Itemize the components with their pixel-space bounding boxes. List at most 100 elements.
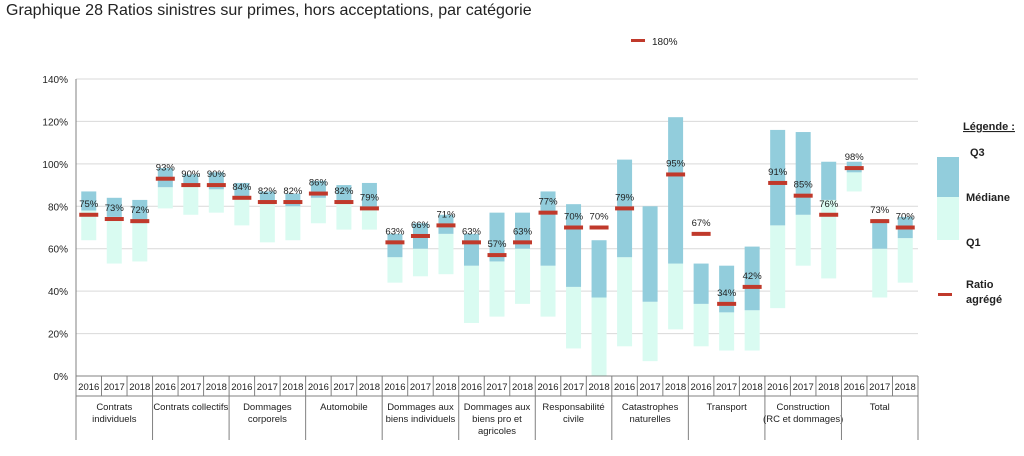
q1-band	[361, 208, 377, 230]
q3-band	[566, 204, 582, 287]
q3-band	[540, 191, 556, 266]
y-tick-label: 140%	[42, 75, 68, 86]
x-year-label: 2018	[435, 382, 456, 393]
q3-band	[719, 265, 735, 313]
y-tick-label: 60%	[48, 245, 68, 256]
q3-band	[336, 185, 352, 203]
q1-band	[183, 185, 199, 215]
q1-band	[81, 210, 97, 241]
x-year-label: 2017	[104, 382, 125, 393]
ratio-marker	[513, 240, 533, 245]
ratio-data-label: 95%	[666, 158, 686, 169]
x-category-label: agricoles	[478, 426, 516, 437]
ratio-marker	[666, 172, 686, 177]
x-category-label: Transport	[706, 402, 747, 413]
x-category-label: Contrats	[96, 402, 132, 413]
ratio-data-label: 90%	[207, 169, 227, 180]
ratio-data-label: 93%	[156, 163, 176, 174]
ratio-data-label: 57%	[487, 239, 507, 250]
x-category-label: (RC et dommages)	[763, 414, 843, 425]
ratio-marker	[564, 225, 584, 230]
q3-band	[591, 240, 607, 298]
q1-band	[463, 265, 479, 323]
q3-band	[132, 199, 148, 224]
ratio-marker	[155, 176, 175, 181]
q3-band	[693, 263, 709, 304]
legend-q1-label: Q1	[966, 237, 981, 249]
x-year-label: 2016	[614, 382, 635, 393]
x-year-label: 2018	[895, 382, 916, 393]
q3-band	[361, 182, 377, 209]
q1-band	[387, 257, 403, 283]
x-year-label: 2017	[257, 382, 278, 393]
ratio-marker	[283, 200, 303, 205]
x-year-label: 2018	[742, 382, 763, 393]
outlier-label: 180%	[652, 37, 678, 48]
ratio-data-label: 63%	[462, 226, 482, 237]
legend-ratio-label: Ratio	[966, 279, 994, 291]
q1-band	[285, 206, 301, 241]
ratio-marker	[385, 240, 405, 245]
ratio-data-label: 98%	[845, 152, 865, 163]
x-year-label: 2018	[206, 382, 227, 393]
x-year-label: 2017	[793, 382, 814, 393]
q1-band	[821, 199, 837, 279]
x-category-label: Automobile	[320, 402, 368, 413]
x-year-label: 2016	[231, 382, 252, 393]
q1-band	[489, 261, 505, 317]
q3-band	[183, 174, 199, 186]
ratio-data-label: 82%	[334, 186, 354, 197]
ratio-marker	[334, 200, 354, 205]
q3-band	[744, 246, 760, 311]
x-year-label: 2016	[384, 382, 405, 393]
ratio-data-label: 70%	[590, 212, 610, 223]
q3-band	[795, 132, 811, 215]
q1-band	[106, 216, 122, 264]
ratio-marker	[410, 233, 430, 238]
y-tick-label: 0%	[54, 372, 69, 383]
ratio-marker	[717, 301, 737, 306]
x-category-label: biens individuels	[386, 414, 456, 425]
x-category-label: biens pro et	[472, 414, 522, 425]
q1-band	[438, 233, 454, 275]
q1-band	[642, 301, 658, 362]
ratio-markers: 75% 73% 72% 93% 90% 90% 84% 82% 82% 86% 82% 79% 63% 6…	[79, 152, 915, 306]
q1-band	[157, 187, 173, 209]
ratio-data-label: 42%	[743, 271, 763, 282]
ratio-data-label: 67%	[692, 218, 712, 229]
x-category-label: Catastrophes	[622, 402, 679, 413]
ratio-data-label: 77%	[539, 197, 559, 208]
outlier-note: 180%	[631, 37, 678, 48]
q3-band	[463, 233, 479, 266]
x-year-label: 2018	[588, 382, 609, 393]
ratio-data-label: 91%	[768, 167, 788, 178]
x-category-label: Contrats collectifs	[153, 402, 228, 413]
ratio-marker	[79, 212, 99, 217]
outlier-marker	[631, 39, 645, 42]
q1-band	[617, 257, 633, 347]
q3-band	[642, 206, 658, 302]
ratio-data-label: 73%	[105, 203, 125, 214]
q3-band	[387, 233, 403, 258]
q1-band	[336, 202, 352, 230]
x-year-label: 2016	[155, 382, 176, 393]
x-year-label: 2018	[282, 382, 303, 393]
q1-band	[515, 248, 531, 304]
y-axis-ticks: 0% 20% 40% 60% 80% 100% 120% 140%	[42, 75, 68, 383]
ratio-data-label: 34%	[717, 288, 737, 299]
x-category-label: Responsabilité	[542, 402, 604, 413]
chart-title: Graphique 28 Ratios sinistres sur primes…	[6, 2, 532, 19]
x-year-label: 2016	[767, 382, 788, 393]
ratio-marker	[768, 180, 788, 185]
ratio-marker	[538, 210, 558, 215]
q1-band	[591, 297, 607, 376]
y-tick-label: 20%	[48, 330, 68, 341]
q3-band	[821, 161, 837, 200]
q1-band	[540, 265, 556, 317]
x-year-label: 2016	[844, 382, 865, 393]
q1-band	[693, 303, 709, 347]
legend-title: Légende :	[963, 121, 1015, 133]
q1-band	[234, 197, 250, 226]
ratio-marker	[130, 219, 150, 224]
legend-q1-swatch	[937, 197, 959, 240]
